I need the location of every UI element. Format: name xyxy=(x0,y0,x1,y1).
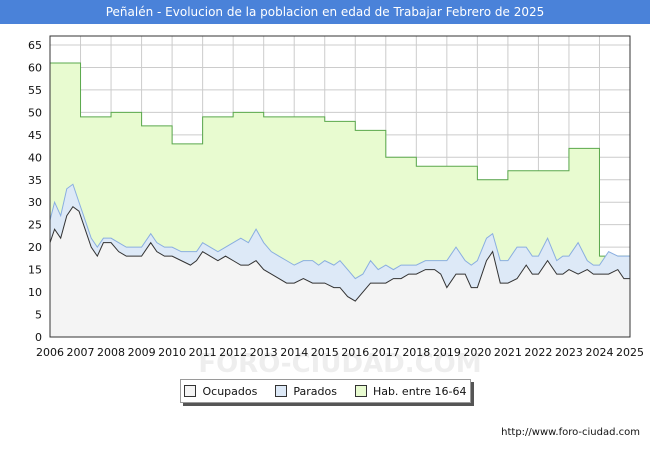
x-tick-label-2021: 2021 xyxy=(494,346,522,359)
y-tick-label-50: 50 xyxy=(28,106,42,119)
y-tick-label-40: 40 xyxy=(28,151,42,164)
x-tick-label-2006: 2006 xyxy=(36,346,64,359)
y-tick-label-10: 10 xyxy=(28,286,42,299)
y-tick-label-55: 55 xyxy=(28,84,42,97)
x-tick-label-2008: 2008 xyxy=(97,346,125,359)
legend-swatch-hab xyxy=(354,385,367,397)
x-tick-label-2023: 2023 xyxy=(555,346,583,359)
legend-swatch-parados xyxy=(275,385,288,397)
line-hab-16-64 xyxy=(50,62,630,257)
line-parados xyxy=(49,183,630,280)
area-ocupados xyxy=(50,206,630,337)
x-tick-label-2020: 2020 xyxy=(463,346,491,359)
legend-swatch-ocupados xyxy=(184,385,197,397)
x-tick-label-2013: 2013 xyxy=(250,346,278,359)
legend-item-parados: Parados xyxy=(275,385,337,398)
x-tick-label-2024: 2024 xyxy=(585,346,613,359)
y-tick-label-5: 5 xyxy=(35,309,42,322)
x-tick-label-2022: 2022 xyxy=(524,346,552,359)
legend-item-hab: Hab. entre 16-64 xyxy=(354,384,467,398)
y-tick-label-15: 15 xyxy=(28,264,42,277)
y-tick-label-20: 20 xyxy=(28,241,42,254)
x-tick-label-2010: 2010 xyxy=(158,346,186,359)
x-tick-label-2017: 2017 xyxy=(372,346,400,359)
legend-item-ocupados: Ocupados xyxy=(184,385,257,398)
legend-label-parados: Parados xyxy=(293,384,337,398)
watermark: FORO-CIUDAD.COM xyxy=(198,349,481,379)
x-tick-label-2025: 2025 xyxy=(616,346,644,359)
y-tick-label-45: 45 xyxy=(28,129,42,142)
x-tick-label-2015: 2015 xyxy=(311,346,339,359)
series-layer xyxy=(49,62,630,337)
x-tick-label-2014: 2014 xyxy=(280,346,308,359)
source-url: http://www.foro-ciudad.com xyxy=(501,427,640,438)
x-tick-label-2016: 2016 xyxy=(341,346,369,359)
legend-label-ocupados: Ocupados xyxy=(202,384,258,398)
y-tick-label-25: 25 xyxy=(28,219,42,232)
x-tick-label-2012: 2012 xyxy=(219,346,247,359)
y-tick-label-65: 65 xyxy=(28,39,42,52)
x-tick-label-2007: 2007 xyxy=(67,346,95,359)
y-tick-label-60: 60 xyxy=(28,61,42,74)
x-tick-label-2009: 2009 xyxy=(128,346,156,359)
line-ocupados xyxy=(49,206,630,302)
x-tick-label-2019: 2019 xyxy=(433,346,461,359)
plot-border xyxy=(49,35,631,338)
y-tick-label-30: 30 xyxy=(28,196,42,209)
chart-title: Peñalén - Evolucion de la poblacion en e… xyxy=(0,0,650,24)
x-tick-label-2011: 2011 xyxy=(189,346,217,359)
y-tick-label-35: 35 xyxy=(28,174,42,187)
legend-label-hab: Hab. entre 16-64 xyxy=(372,384,467,398)
y-tick-label-0: 0 xyxy=(35,331,42,344)
x-tick-label-2018: 2018 xyxy=(402,346,430,359)
legend: Ocupados Parados Hab. entre 16-64 xyxy=(180,379,471,403)
